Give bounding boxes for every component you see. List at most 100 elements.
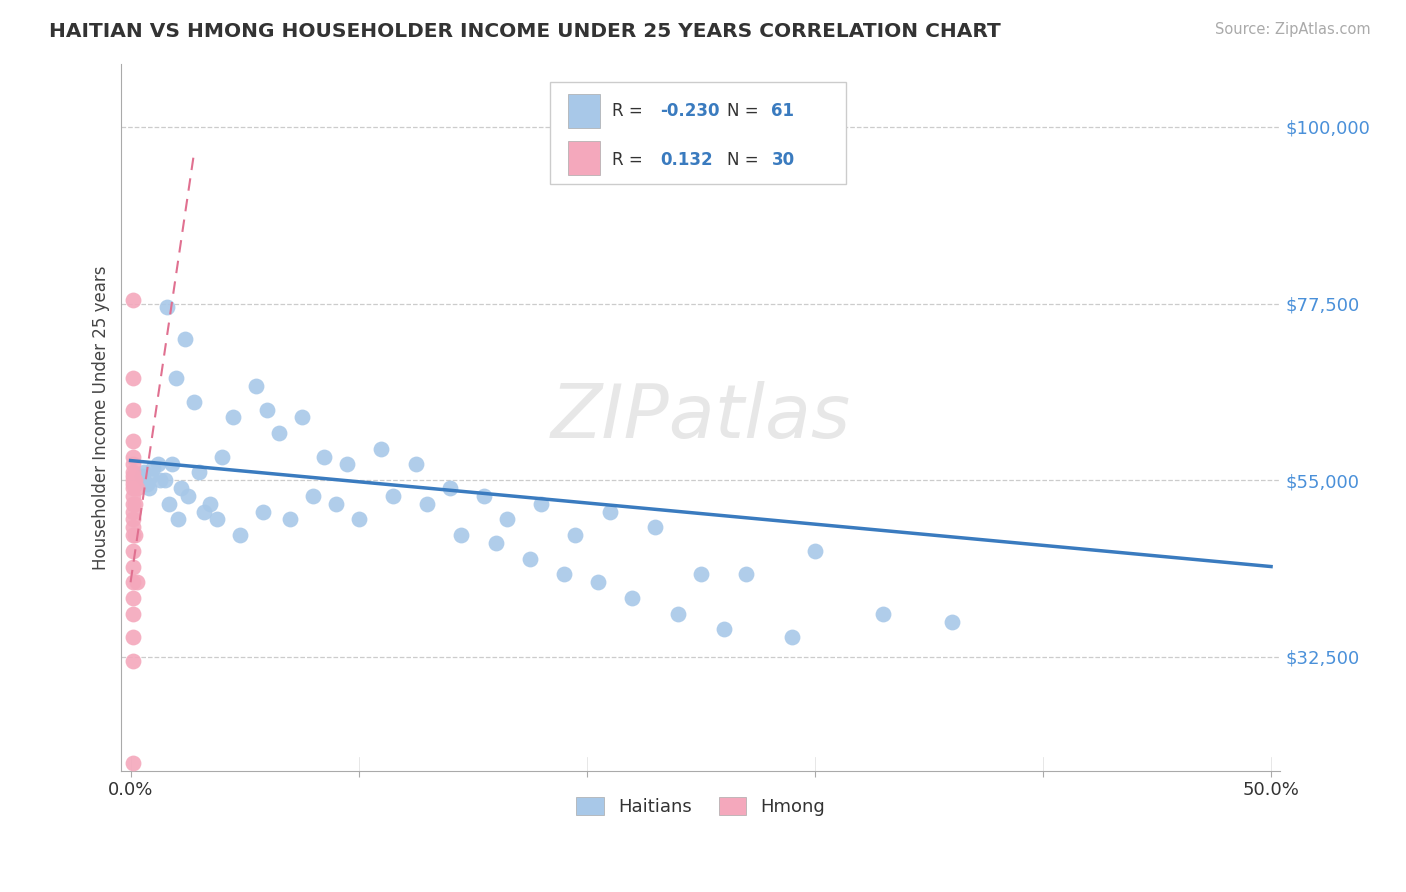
- Point: [146, 458, 169, 472]
- Point: [121, 497, 143, 511]
- Point: [599, 505, 621, 519]
- Y-axis label: Householder Income Under 25 years: Householder Income Under 25 years: [93, 265, 110, 570]
- Point: [121, 489, 143, 503]
- FancyBboxPatch shape: [550, 82, 845, 184]
- Point: [135, 477, 157, 491]
- Point: [121, 520, 143, 534]
- Point: [121, 654, 143, 668]
- Point: [121, 607, 143, 621]
- Point: [472, 489, 495, 503]
- Point: [347, 512, 370, 526]
- Point: [188, 466, 211, 480]
- Point: [439, 481, 461, 495]
- Text: R =: R =: [612, 102, 648, 120]
- Point: [124, 473, 146, 487]
- Point: [252, 505, 274, 519]
- Point: [121, 450, 143, 464]
- Point: [222, 410, 245, 425]
- Point: [121, 559, 143, 574]
- Legend: Haitians, Hmong: Haitians, Hmong: [568, 788, 834, 825]
- Point: [267, 426, 290, 441]
- Point: [157, 497, 180, 511]
- Point: [370, 442, 392, 456]
- Point: [121, 591, 143, 605]
- Point: [689, 567, 711, 582]
- Point: [121, 458, 143, 472]
- Point: [153, 473, 176, 487]
- Text: HAITIAN VS HMONG HOUSEHOLDER INCOME UNDER 25 YEARS CORRELATION CHART: HAITIAN VS HMONG HOUSEHOLDER INCOME UNDE…: [49, 22, 1001, 41]
- Point: [780, 630, 803, 644]
- Point: [666, 607, 689, 621]
- Point: [519, 551, 541, 566]
- Point: [121, 481, 143, 495]
- Point: [176, 489, 198, 503]
- Text: ZIPatlas: ZIPatlas: [551, 382, 851, 453]
- Point: [553, 567, 575, 582]
- Point: [149, 473, 172, 487]
- Point: [127, 575, 149, 590]
- Point: [121, 293, 143, 307]
- Point: [229, 528, 252, 542]
- Point: [121, 466, 143, 480]
- FancyBboxPatch shape: [568, 95, 600, 128]
- Point: [564, 528, 586, 542]
- Point: [586, 575, 609, 590]
- Point: [302, 489, 325, 503]
- Point: [207, 512, 229, 526]
- Point: [121, 505, 143, 519]
- Point: [138, 481, 160, 495]
- Point: [245, 379, 267, 393]
- Point: [183, 394, 205, 409]
- Point: [124, 497, 146, 511]
- Text: N =: N =: [727, 151, 765, 169]
- Text: N =: N =: [727, 102, 765, 120]
- Point: [124, 528, 146, 542]
- Point: [713, 623, 735, 637]
- Point: [336, 458, 359, 472]
- Point: [325, 497, 347, 511]
- Point: [200, 497, 222, 511]
- Text: 61: 61: [772, 102, 794, 120]
- Point: [530, 497, 553, 511]
- Point: [278, 512, 301, 526]
- Point: [156, 301, 179, 315]
- Point: [621, 591, 644, 605]
- Point: [121, 371, 143, 385]
- Point: [416, 497, 439, 511]
- Point: [121, 402, 143, 417]
- Point: [256, 402, 278, 417]
- Point: [121, 469, 143, 483]
- Point: [193, 505, 215, 519]
- Point: [381, 489, 404, 503]
- Point: [405, 458, 427, 472]
- Point: [121, 544, 143, 558]
- Point: [121, 434, 143, 448]
- Point: [131, 469, 153, 483]
- Text: -0.230: -0.230: [661, 102, 720, 120]
- FancyBboxPatch shape: [568, 141, 600, 175]
- Point: [941, 615, 963, 629]
- Point: [127, 481, 149, 495]
- Point: [134, 466, 156, 480]
- Point: [291, 410, 314, 425]
- Point: [121, 528, 143, 542]
- Text: 0.132: 0.132: [661, 151, 713, 169]
- Point: [496, 512, 519, 526]
- Point: [804, 544, 827, 558]
- Point: [167, 512, 190, 526]
- Point: [484, 536, 506, 550]
- Text: 30: 30: [772, 151, 794, 169]
- Point: [121, 512, 143, 526]
- Point: [872, 607, 894, 621]
- Point: [450, 528, 472, 542]
- Point: [121, 473, 143, 487]
- Point: [121, 756, 143, 770]
- Point: [165, 371, 187, 385]
- Point: [314, 450, 336, 464]
- Point: [139, 469, 162, 483]
- Point: [121, 630, 143, 644]
- Point: [121, 575, 143, 590]
- Text: Source: ZipAtlas.com: Source: ZipAtlas.com: [1215, 22, 1371, 37]
- Point: [644, 520, 666, 534]
- Point: [174, 332, 197, 346]
